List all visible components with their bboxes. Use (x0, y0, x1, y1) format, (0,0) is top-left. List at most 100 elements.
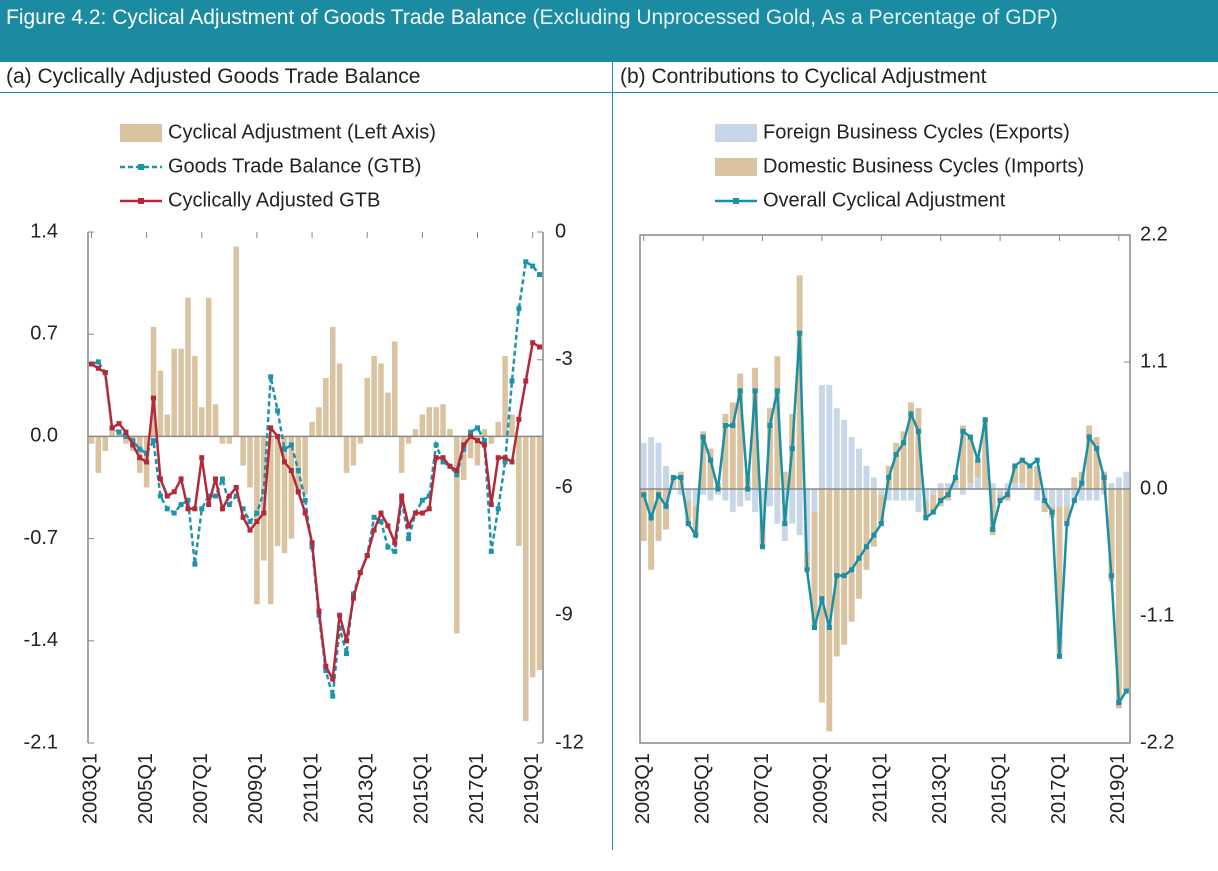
legend-swatch (715, 124, 757, 142)
line-marker (192, 561, 198, 567)
legend-marker (138, 198, 144, 204)
line-marker (1056, 653, 1062, 659)
bar (759, 489, 766, 518)
line-marker (309, 540, 315, 546)
line-marker (663, 503, 669, 509)
bar (900, 431, 907, 489)
line-marker (371, 527, 377, 533)
bar (870, 477, 877, 489)
line-marker (1049, 509, 1055, 515)
line-marker (378, 510, 384, 516)
line-marker (412, 510, 418, 516)
bar (123, 436, 129, 444)
line-marker (789, 446, 795, 452)
line-marker (233, 485, 239, 490)
bar (212, 404, 219, 437)
legend-label: Foreign Business Cycles (Exports) (763, 121, 1070, 143)
bar (88, 436, 95, 444)
line-marker (475, 425, 481, 431)
bar (967, 437, 974, 484)
line-marker (130, 442, 136, 448)
bar (164, 414, 171, 437)
line-marker (509, 378, 515, 384)
legend-label: Goods Trade Balance (GTB) (168, 155, 421, 177)
bar (945, 483, 952, 489)
bar (405, 436, 412, 444)
bar (878, 489, 885, 495)
bar (796, 275, 803, 489)
x-tick-label: 2003Q1 (632, 753, 654, 824)
bar (737, 489, 744, 507)
bar (648, 437, 655, 489)
bar (1115, 489, 1122, 709)
y-tick-label: -2.1 (24, 731, 58, 753)
line-marker (509, 459, 515, 465)
line-marker (364, 553, 370, 559)
line-marker (199, 506, 205, 512)
line-marker (878, 521, 884, 527)
line-marker (502, 459, 508, 465)
bar (952, 483, 959, 489)
bar (774, 489, 781, 524)
bar (959, 489, 966, 495)
bar (908, 402, 914, 489)
line-marker (648, 515, 654, 521)
line-marker (399, 493, 405, 499)
line-marker (656, 492, 662, 498)
panel-title: (b) Contributions to Cyclical Adjustment (620, 65, 987, 88)
bar (1019, 483, 1026, 489)
bar (908, 489, 914, 501)
line-marker (344, 651, 350, 657)
bar (343, 436, 350, 473)
line-marker (109, 425, 115, 431)
bar (1063, 489, 1070, 507)
line-marker (495, 455, 501, 461)
x-tick-label: 2011Q1 (300, 753, 322, 823)
bar (670, 483, 677, 489)
bar (841, 419, 848, 489)
bar (811, 489, 818, 513)
line-marker (240, 506, 246, 512)
y2-tick-label: -3 (555, 348, 573, 370)
bar (967, 483, 974, 489)
y2-tick-label: -9 (555, 604, 573, 626)
y-tick-label: 2.2 (1140, 223, 1168, 245)
line-marker (475, 438, 481, 444)
line-marker (537, 272, 543, 278)
bar (826, 385, 833, 489)
line-marker (213, 493, 219, 499)
bar (1004, 483, 1011, 489)
line-marker (975, 457, 981, 463)
bar (915, 408, 922, 489)
line-marker (295, 467, 301, 473)
line-marker (834, 573, 840, 579)
bar (789, 489, 796, 524)
line-marker (137, 455, 143, 461)
bar (878, 494, 885, 524)
line-marker (530, 263, 536, 269)
bar (729, 402, 736, 489)
line-marker (350, 595, 356, 601)
bar (937, 489, 944, 507)
x-tick-label: 2013Q1 (929, 753, 951, 824)
bar (398, 436, 405, 473)
line-marker (164, 506, 170, 512)
line-marker (433, 442, 439, 448)
line-marker (199, 455, 205, 461)
line-marker (745, 486, 751, 492)
bar (150, 326, 157, 437)
line-marker (116, 421, 122, 427)
line-marker (378, 519, 384, 525)
y-tick-label: 1.1 (1140, 350, 1168, 372)
bar (240, 436, 246, 466)
legend-label: Overall Cyclical Adjustment (763, 189, 1006, 211)
line-marker (1019, 457, 1025, 463)
divider (0, 92, 1218, 93)
line-marker (150, 395, 156, 401)
line-marker (261, 510, 267, 516)
line-marker (337, 625, 343, 631)
line-marker (323, 668, 329, 674)
line-marker (157, 476, 163, 482)
legend-label: Domestic Business Cycles (Imports) (763, 155, 1084, 177)
bar (309, 421, 315, 437)
